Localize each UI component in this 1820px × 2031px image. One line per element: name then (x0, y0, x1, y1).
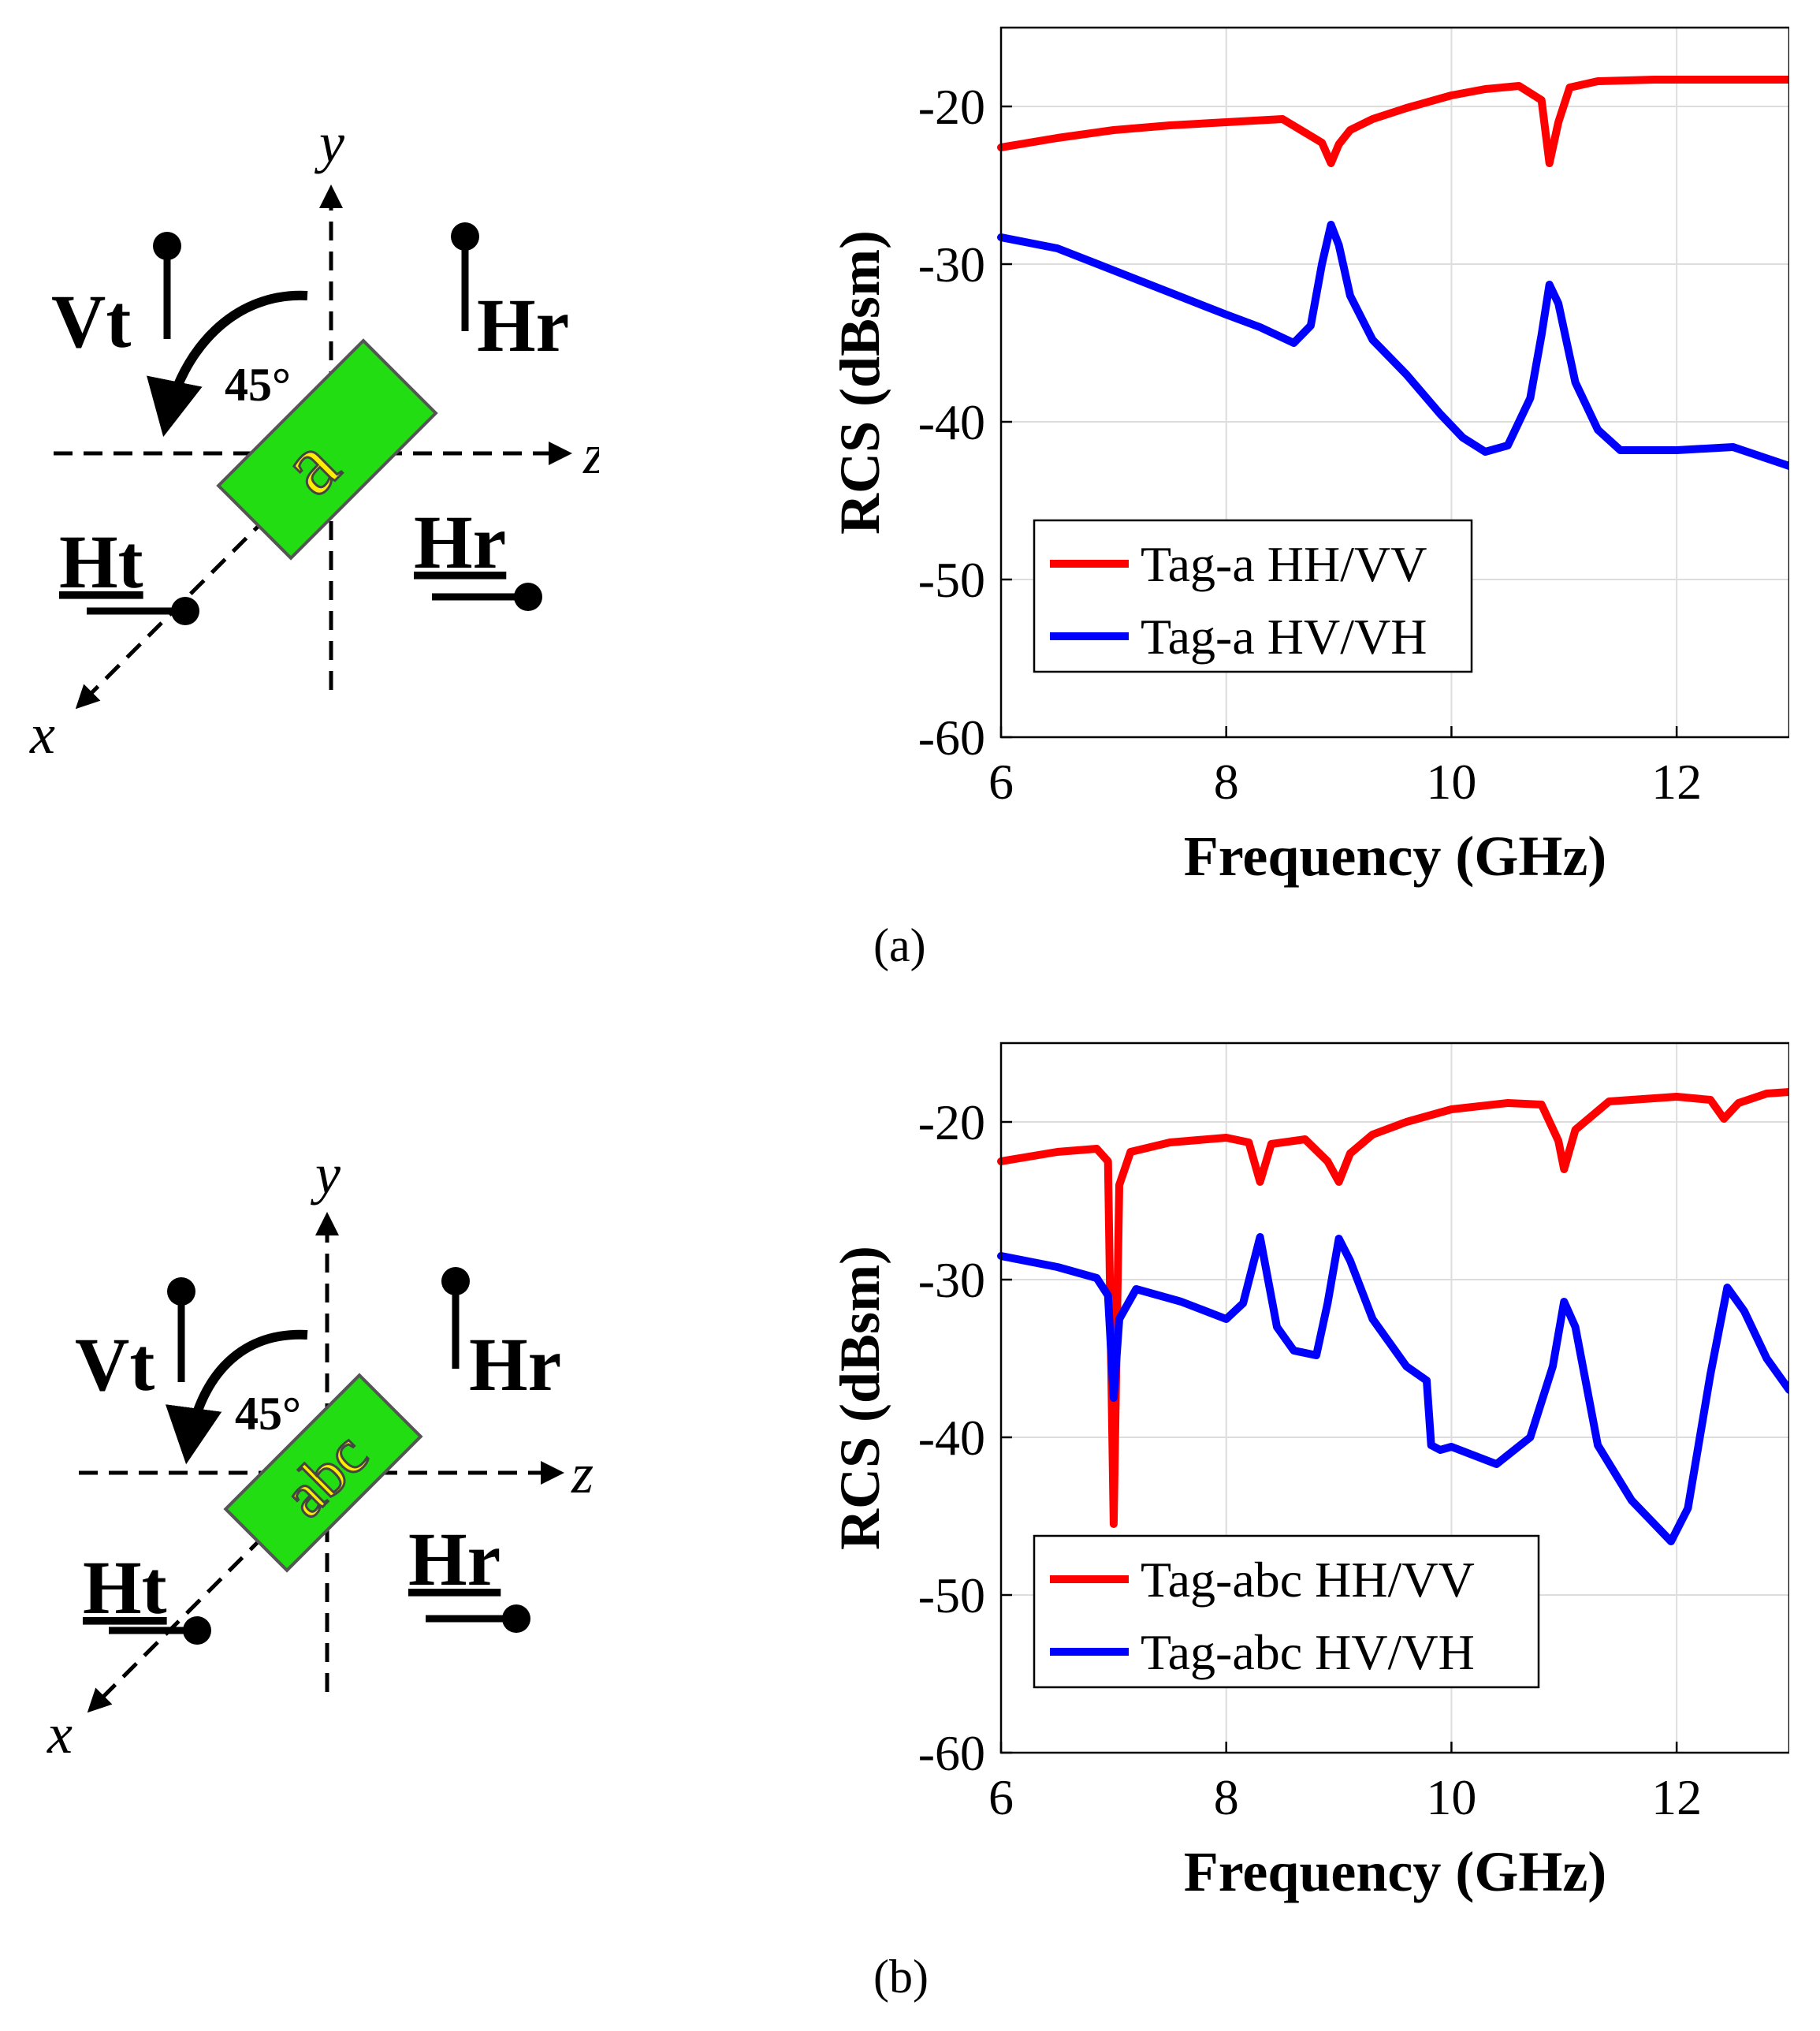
x-tick-label: 6 (988, 1769, 1014, 1825)
plot-frame (999, 1042, 1789, 1754)
legend-label: Tag-a HH/VV (1141, 536, 1427, 592)
y-axis-label: y (310, 1142, 341, 1206)
x-axis-label: x (47, 1702, 73, 1765)
y-tick-label: -20 (918, 79, 985, 135)
rotation-arrow (147, 290, 308, 438)
x-tick-label: 10 (1426, 754, 1476, 810)
x-axis-title: Frequency (GHz) (1184, 1840, 1607, 1903)
x-axis-label: x (29, 702, 55, 766)
y-axis-label: y (314, 111, 344, 174)
rcs-chart-b: 6 8 10 12 -20 -30 -40 -50 -60 Frequency (GHz) RCS … (828, 1042, 1789, 1903)
y-tick-label: -30 (918, 237, 985, 293)
y-tick-label: -30 (918, 1252, 985, 1308)
orientation-diagram-b: y z x abc 45° Vt Hr Ht Hr (47, 1142, 594, 1765)
z-axis-label: z (571, 1442, 594, 1505)
y-tick-label: -50 (918, 1567, 985, 1623)
y-axis-title: RCS (dBsm) (828, 230, 891, 535)
panel-b: y z x abc 45° Vt Hr Ht Hr 6 8 10 12 -20 -30 -4… (0, 1016, 1820, 2031)
legend-box (1033, 519, 1473, 673)
plot-frame (999, 26, 1789, 739)
series-line-hv-vh (997, 221, 1789, 470)
rcs-chart-a: 6 8 10 12 -20 -30 -40 -50 -60 Frequency (GHz) RCS … (828, 26, 1789, 888)
x-tick-label: 8 (1214, 1769, 1239, 1825)
legend-label: Tag-abc HV/VH (1141, 1624, 1475, 1680)
rotation-arrow (165, 1329, 308, 1465)
legend: Tag-abc HH/VV Tag-abc HV/VH (1033, 1534, 1540, 1689)
caption-a: (a) (873, 919, 926, 971)
angle-label: 45° (225, 359, 291, 411)
hr-top-label: Hr (469, 1322, 561, 1407)
x-tick-label: 12 (1651, 1769, 1702, 1825)
panel-a: y z x a 45° Vt Hr Ht Hr 6 8 10 12 -20 -30 -40 -… (29, 26, 1789, 971)
y-tick-label: -50 (918, 552, 985, 608)
tag-patch (223, 1373, 423, 1573)
series-line-hh-vv (997, 1088, 1789, 1528)
x-axis-line (87, 1471, 329, 1713)
ht-label: Ht (59, 520, 143, 604)
x-tick-label: 8 (1214, 754, 1239, 810)
y-tick-label: -20 (918, 1094, 985, 1150)
x-tick-label: 10 (1426, 1769, 1476, 1825)
vt-label: Vt (75, 1322, 154, 1407)
series-line-hv-vh (997, 1233, 1789, 1545)
y-tick-label: -60 (918, 710, 985, 766)
legend: Tag-a HH/VV Tag-a HV/VH (1033, 519, 1473, 673)
tag-a: a (216, 338, 438, 561)
hr-top-label: Hr (477, 283, 569, 367)
caption-b: (b) (873, 1951, 929, 2003)
legend-label: Tag-a HV/VH (1141, 609, 1427, 665)
x-axis-title: Frequency (GHz) (1184, 825, 1607, 888)
hr-bottom-label: Hr (408, 1517, 501, 1601)
x-tick-label: 6 (988, 754, 1014, 810)
z-axis-label: z (582, 423, 599, 486)
x-tick-label: 12 (1651, 754, 1702, 810)
y-tick-label: -60 (918, 1725, 985, 1781)
orientation-diagram-a: y z x a 45° Vt Hr Ht Hr (29, 111, 599, 766)
y-tick-label: -40 (918, 394, 985, 450)
angle-label: 45° (235, 1388, 301, 1440)
hr-bottom-label: Hr (414, 500, 506, 584)
series-line-hh-vv (997, 76, 1789, 167)
y-tick-label: -40 (918, 1410, 985, 1466)
tag-patch (216, 338, 438, 561)
ht-label: Ht (83, 1545, 167, 1630)
legend-box (1033, 1534, 1540, 1689)
vt-label: Vt (51, 279, 131, 363)
y-axis-title: RCS (dBsm) (828, 1246, 891, 1550)
legend-label: Tag-abc HH/VV (1141, 1552, 1475, 1608)
